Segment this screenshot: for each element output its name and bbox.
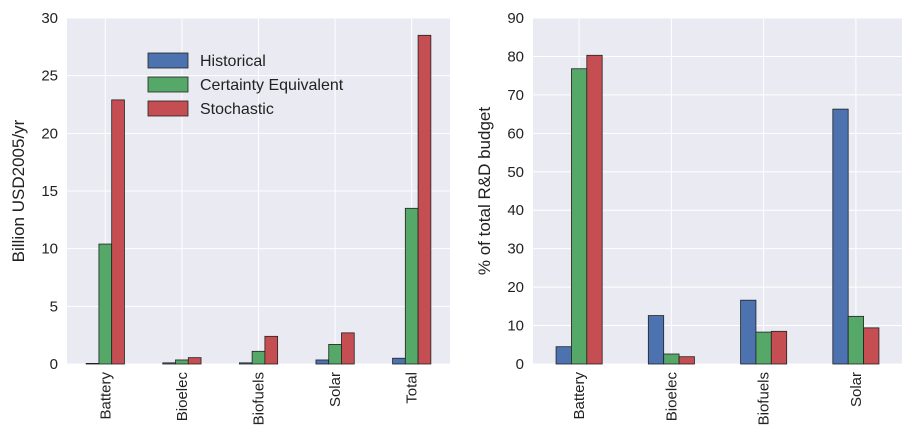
bar-certainty-equivalent-bioelec: [663, 353, 680, 365]
bar-certainty-equivalent-biofuels: [251, 350, 266, 365]
bar-certainty-equivalent-solar: [328, 343, 342, 365]
x-tick-label-solar: Solar: [327, 372, 344, 407]
bar-certainty-equivalent-solar: [847, 315, 864, 365]
y-tick-label-20: 20: [507, 279, 524, 296]
legend-swatch-stochastic: [147, 100, 189, 117]
bar-stochastic-solar: [341, 332, 355, 365]
bar-stochastic-solar: [863, 327, 880, 365]
y-tick-label-25: 25: [41, 68, 58, 85]
bar-certainty-equivalent-battery: [571, 68, 588, 365]
y-tick-label-10: 10: [41, 241, 58, 258]
legend-swatch-certainty-equivalent: [147, 76, 189, 93]
bar-stochastic-biofuels: [770, 330, 788, 365]
x-tick-label-battery: Battery: [571, 372, 588, 420]
y-tick-label-10: 10: [507, 318, 524, 335]
y-tick-label-70: 70: [507, 87, 524, 104]
bar-historical-bioelec: [647, 315, 665, 365]
legend-swatch-historical: [147, 52, 189, 69]
bar-historical-solar: [315, 359, 330, 365]
y-tick-label-40: 40: [507, 202, 524, 219]
legend-label-certainty-equivalent: Certainty Equivalent: [200, 77, 344, 94]
bar-stochastic-biofuels: [264, 335, 279, 365]
x-tick-label-bioelec: Bioelec: [663, 372, 680, 422]
y-tick-label-0: 0: [516, 356, 524, 373]
x-tick-label-solar: Solar: [848, 372, 865, 407]
bar-historical-biofuels: [740, 299, 757, 365]
y-tick-label-0: 0: [50, 356, 58, 373]
legend-label-historical: Historical: [200, 53, 266, 70]
bar-stochastic-bioelec: [187, 357, 202, 365]
y-axis-label: % of total R&D budget: [475, 107, 494, 275]
bar-stochastic-battery: [586, 54, 603, 365]
bar-historical-battery: [85, 362, 100, 365]
bar-historical-total: [392, 357, 406, 365]
y-tick-label-30: 30: [41, 10, 58, 27]
bar-certainty-equivalent-bioelec: [175, 359, 189, 365]
y-tick-label-60: 60: [507, 125, 524, 142]
right-panel-rd-share: 0 10 20 30 40 50 60 70 80 90 Battery Bioelec Biofuel…: [475, 10, 902, 425]
bar-historical-battery: [555, 346, 572, 365]
y-tick-label-90: 90: [507, 10, 524, 27]
bar-certainty-equivalent-battery: [98, 243, 113, 365]
bar-stochastic-bioelec: [678, 356, 695, 365]
bar-historical-bioelec: [162, 362, 176, 365]
legend-label-stochastic: Stochastic: [200, 101, 274, 118]
y-tick-label-30: 30: [507, 241, 524, 258]
bar-certainty-equivalent-biofuels: [755, 331, 772, 365]
x-tick-label-bioelec: Bioelec: [174, 372, 191, 422]
x-tick-label-total: Total: [404, 372, 421, 404]
bar-historical-biofuels: [238, 362, 253, 365]
x-tick-label-biofuels: Biofuels: [251, 372, 268, 425]
y-axis-label: Billion USD2005/yr: [9, 119, 28, 262]
x-tick-label-battery: Battery: [97, 372, 114, 420]
bar-stochastic-total: [417, 34, 432, 365]
left-panel-investment: 0 5 10 15 20 25 30 Battery Bioelec Biofuels Solar T…: [9, 10, 450, 425]
bar-historical-solar: [832, 108, 849, 365]
y-tick-label-80: 80: [507, 48, 524, 65]
bar-certainty-equivalent-total: [404, 207, 419, 365]
y-tick-label-20: 20: [41, 125, 58, 142]
y-tick-label-15: 15: [41, 183, 58, 200]
y-tick-label-5: 5: [50, 298, 58, 315]
bar-stochastic-battery: [111, 99, 125, 365]
x-tick-label-biofuels: Biofuels: [756, 372, 773, 425]
y-tick-label-50: 50: [507, 164, 524, 181]
